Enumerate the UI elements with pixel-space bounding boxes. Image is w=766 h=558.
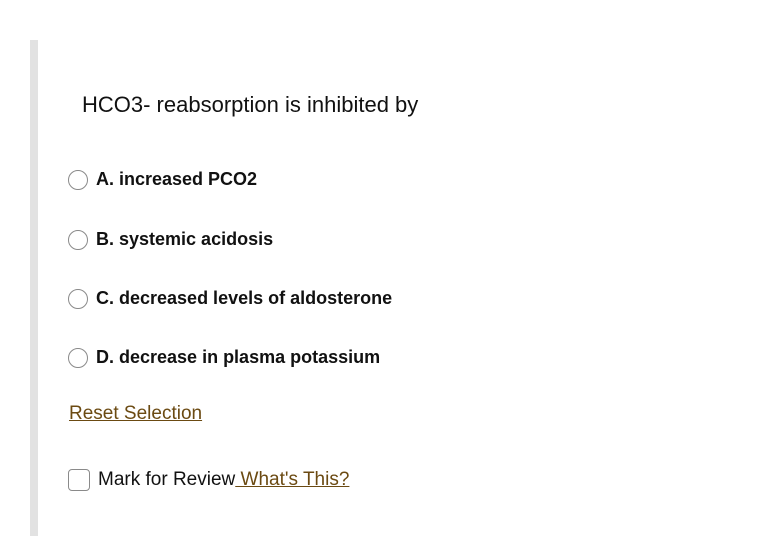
option-label: D. decrease in plasma potassium (96, 347, 381, 367)
option-a[interactable]: A. increased PCO2 (68, 169, 257, 190)
option-b[interactable]: B. systemic acidosis (68, 229, 273, 250)
mark-for-review: Mark for Review What's This? (68, 469, 349, 491)
radio-button[interactable] (68, 169, 88, 190)
mark-for-review-checkbox[interactable] (68, 469, 90, 491)
radio-button[interactable] (68, 288, 88, 309)
radio-button[interactable] (68, 229, 88, 250)
option-c[interactable]: C. decreased levels of aldosterone (68, 288, 392, 309)
mark-for-review-label[interactable]: Mark for Review (98, 469, 236, 490)
option-label: B. systemic acidosis (96, 229, 274, 249)
option-label: C. decreased levels of aldosterone (96, 288, 393, 308)
reset-selection-link[interactable]: Reset Selection (69, 403, 203, 424)
whats-this-link[interactable]: What's This? (235, 469, 350, 490)
option-d[interactable]: D. decrease in plasma potassium (68, 347, 380, 368)
radio-button[interactable] (68, 347, 88, 368)
option-label: A. increased PCO2 (96, 169, 258, 189)
question-text: HCO3- reabsorption is inhibited by (82, 92, 419, 117)
left-border-bar (30, 40, 38, 536)
